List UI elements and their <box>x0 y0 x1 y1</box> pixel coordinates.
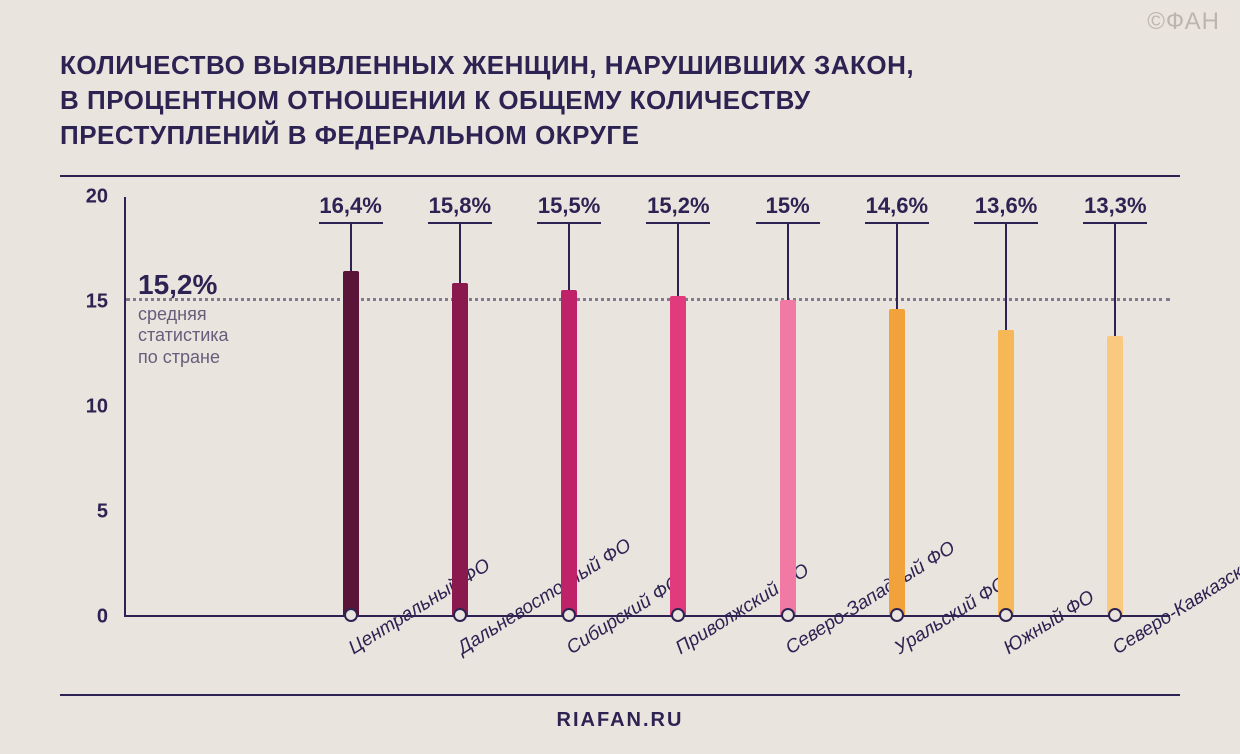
bar <box>343 271 359 615</box>
bar-slot: 13,6%Южный ФО <box>952 197 1061 615</box>
bar-stem <box>459 222 461 285</box>
y-tick: 0 <box>97 606 108 629</box>
bar <box>561 290 577 616</box>
bar <box>998 330 1014 616</box>
bar-slot: 13,3%Северо-Кавказский ФО <box>1061 197 1170 615</box>
bar-value-label: 14,6% <box>866 193 928 219</box>
bar-stem <box>350 222 352 272</box>
bar-value-label: 15,8% <box>429 193 491 219</box>
bar-base-dot <box>890 608 904 622</box>
y-tick: 5 <box>97 501 108 524</box>
bar-stem <box>1005 222 1007 331</box>
bar <box>889 309 905 616</box>
bar-base-dot <box>562 608 576 622</box>
chart-title: КОЛИЧЕСТВО ВЫЯВЛЕННЫХ ЖЕНЩИН, НАРУШИВШИХ… <box>60 48 1180 175</box>
bar <box>670 296 686 615</box>
chart: 05101520 15,2% средняя статистика по стр… <box>60 197 1180 617</box>
bar-base-dot <box>781 608 795 622</box>
bar-stem <box>787 222 789 302</box>
y-tick: 15 <box>86 291 108 314</box>
plot-area: 15,2% средняя статистика по стране 16,4%… <box>124 197 1170 617</box>
source-label: RIAFAN.RU <box>0 709 1240 732</box>
divider-bottom <box>60 694 1180 696</box>
bar-slot: 14,6%Уральский ФО <box>842 197 951 615</box>
bar-base-dot <box>453 608 467 622</box>
bar-slot: 15%Северо-Западный ФО <box>733 197 842 615</box>
y-axis: 05101520 <box>60 197 116 617</box>
average-label: 15,2% средняя статистика по стране <box>138 268 229 368</box>
bar-base-dot <box>999 608 1013 622</box>
bar-value-label: 15,5% <box>538 193 600 219</box>
bar-slot: 16,4%Центральный ФО <box>296 197 405 615</box>
average-text-1: средняя <box>138 304 207 324</box>
title-line-2: В ПРОЦЕНТНОМ ОТНОШЕНИИ К ОБЩЕМУ КОЛИЧЕСТ… <box>60 85 811 115</box>
bar-slot: 15,5%Сибирский ФО <box>515 197 624 615</box>
average-text-2: статистика <box>138 325 229 345</box>
bar-stem <box>896 222 898 310</box>
y-tick: 10 <box>86 396 108 419</box>
bars-container: 16,4%Центральный ФО15,8%Дальневосточный … <box>296 197 1170 615</box>
bar-value-label: 13,3% <box>1084 193 1146 219</box>
bar-stem <box>677 222 679 298</box>
divider-top <box>60 175 1180 177</box>
bar-base-dot <box>1108 608 1122 622</box>
title-line-3: ПРЕСТУПЛЕНИЙ В ФЕДЕРАЛЬНОМ ОКРУГЕ <box>60 120 639 150</box>
bar-value-label: 16,4% <box>319 193 381 219</box>
bar-slot: 15,2%Приволжский ФО <box>624 197 733 615</box>
bar-value-label: 15,2% <box>647 193 709 219</box>
watermark: ©ФАН <box>1147 8 1220 36</box>
bar-stem <box>1114 222 1116 338</box>
bar-value-label: 13,6% <box>975 193 1037 219</box>
bar <box>452 283 468 615</box>
bar-value-label: 15% <box>766 193 810 219</box>
average-text-3: по стране <box>138 347 220 367</box>
bar-base-dot <box>344 608 358 622</box>
average-pct: 15,2% <box>138 268 229 302</box>
bar-base-dot <box>671 608 685 622</box>
bar-stem <box>568 222 570 291</box>
y-tick: 20 <box>86 186 108 209</box>
title-line-1: КОЛИЧЕСТВО ВЫЯВЛЕННЫХ ЖЕНЩИН, НАРУШИВШИХ… <box>60 50 914 80</box>
bar-slot: 15,8%Дальневосточный ФО <box>405 197 514 615</box>
container: КОЛИЧЕСТВО ВЫЯВЛЕННЫХ ЖЕНЩИН, НАРУШИВШИХ… <box>0 0 1240 617</box>
bar <box>780 300 796 615</box>
x-label: Северо-Кавказский ФО <box>1109 532 1240 660</box>
bar <box>1107 336 1123 615</box>
